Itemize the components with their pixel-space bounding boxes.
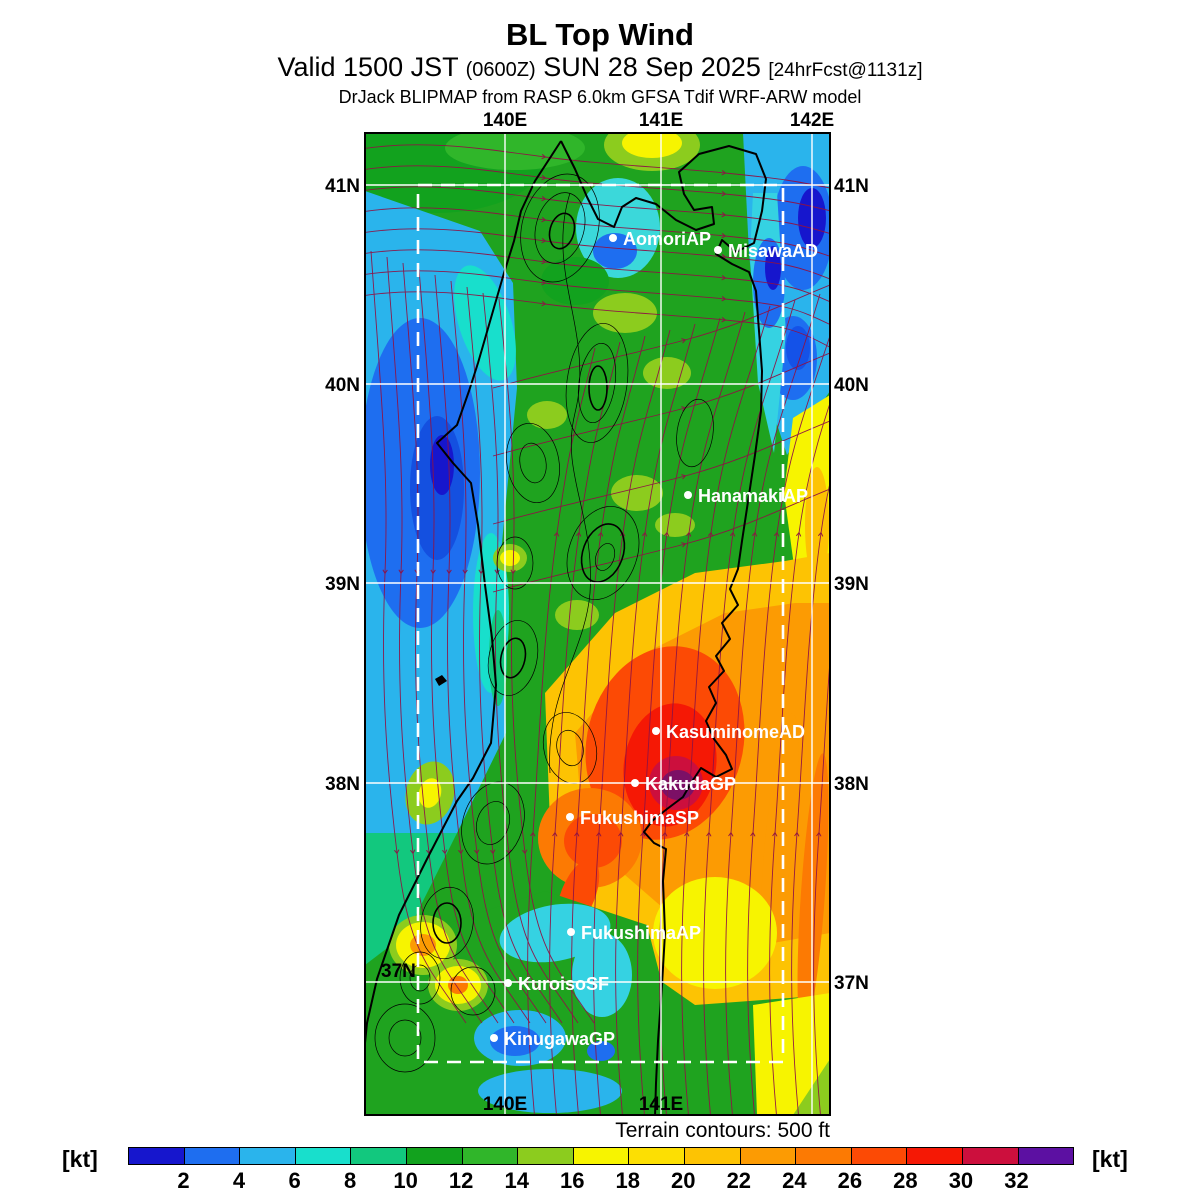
valid-line: Valid 1500 JST (0600Z) SUN 28 Sep 2025 [… xyxy=(0,52,1200,86)
station-dot xyxy=(490,1034,498,1042)
colorbar-segment xyxy=(462,1148,519,1164)
station-label: KakudaGP xyxy=(645,774,736,794)
coastline xyxy=(365,140,767,1115)
map-container: 140E 141E 142E 140E 141E 41N 40N 39N 38N… xyxy=(320,108,880,1142)
colorbar-unit-right: [kt] xyxy=(1092,1146,1128,1172)
station-dot xyxy=(631,779,639,787)
station-dot xyxy=(567,928,575,936)
colorbar-segment xyxy=(573,1148,630,1164)
colorbar-segment xyxy=(629,1148,685,1164)
colorbar-segment xyxy=(740,1148,797,1164)
station-label: KinugawaGP xyxy=(504,1029,615,1049)
colorbar xyxy=(128,1147,1074,1165)
colorbar-tick: 12 xyxy=(448,1168,474,1193)
station-label: HanamakiAP xyxy=(698,486,808,506)
valid-zulu: (0600Z) xyxy=(465,59,536,81)
station-label: MisawaAD xyxy=(728,241,818,261)
station-markers: AomoriAP MisawaAD HanamakiAP KasuminomeAD Ka… xyxy=(490,229,818,1049)
colorbar-tick: 16 xyxy=(559,1168,585,1193)
colorbar-unit-left: [kt] xyxy=(62,1146,98,1172)
lat-label: 37N xyxy=(834,973,869,994)
colorbar-segment xyxy=(907,1148,963,1164)
colorbar-tick: 22 xyxy=(726,1168,752,1193)
header: BL Top Wind Valid 1500 JST (0600Z) SUN 2… xyxy=(0,18,1200,108)
graticule xyxy=(365,133,830,1115)
station-label: AomoriAP xyxy=(623,229,711,249)
colorbar-segment xyxy=(406,1148,463,1164)
model-line: DrJack BLIPMAP from RASP 6.0km GFSA Tdif… xyxy=(338,87,862,107)
colorbar-segment xyxy=(684,1148,741,1164)
colorbar-tick: 32 xyxy=(1004,1168,1029,1193)
lat-label: 40N xyxy=(325,375,360,396)
colorbar-tick: 2 xyxy=(177,1168,190,1193)
streamlines xyxy=(365,144,830,1115)
lon-labels-bottom: 140E 141E xyxy=(483,1094,683,1115)
station-label: KasuminomeAD xyxy=(666,722,805,742)
colorbar-tick: 20 xyxy=(671,1168,696,1193)
terrain-note: Terrain contours: 500 ft xyxy=(615,1119,830,1140)
lat-label: 41N xyxy=(325,176,360,197)
terrain-contours xyxy=(374,173,714,1073)
lon-labels-top: 140E 141E 142E xyxy=(483,110,834,131)
wind-map: 140E 141E 142E 140E 141E 41N 40N 39N 38N… xyxy=(325,110,869,1142)
lon-label: 141E xyxy=(639,110,683,131)
colorbar-tick: 6 xyxy=(288,1168,301,1193)
valid-date: SUN 28 Sep 2025 xyxy=(543,52,761,82)
lon-label: 142E xyxy=(790,110,834,131)
colorbar-segment xyxy=(1018,1148,1074,1164)
colorbar-tick: 24 xyxy=(782,1168,807,1193)
colorbar-tick: 8 xyxy=(343,1168,357,1193)
colorbar-segment xyxy=(851,1148,908,1164)
colorbar-tick: 30 xyxy=(948,1168,974,1193)
station-label: FukushimaSP xyxy=(580,808,699,828)
lat-label: 41N xyxy=(834,176,869,197)
colorbar-segment xyxy=(184,1148,241,1164)
colorbar-segment xyxy=(129,1148,185,1164)
valid-forecast: [24hrFcst@1131z] xyxy=(768,60,923,81)
lat-label: 38N xyxy=(325,774,360,795)
colorbar-tick: 14 xyxy=(504,1168,529,1193)
colorbar-segment xyxy=(796,1148,852,1164)
lat-label: 39N xyxy=(834,574,869,595)
colorbar-segment xyxy=(518,1148,574,1164)
lat-label: 40N xyxy=(834,375,869,396)
colorbar-segment xyxy=(351,1148,407,1164)
lat-labels-left: 41N 40N 39N 38N 37N xyxy=(325,176,416,982)
colorbar-tick: 4 xyxy=(232,1168,246,1193)
lon-label: 140E xyxy=(483,1094,527,1115)
station-dot xyxy=(684,491,692,499)
station-label: KuroisoSF xyxy=(518,974,609,994)
station-label: FukushimaAP xyxy=(581,923,701,943)
lat-label: 39N xyxy=(325,574,360,595)
valid-prefix: Valid 1500 JST xyxy=(277,52,459,82)
page-title: BL Top Wind xyxy=(506,17,694,52)
colorbar-segment xyxy=(295,1148,352,1164)
map-frame xyxy=(364,132,831,1116)
lat-labels-right: 41N 40N 39N 38N 37N xyxy=(834,176,869,994)
colorbar-segment xyxy=(240,1148,296,1164)
colorbar-tick: 10 xyxy=(393,1168,418,1193)
lat-label: 37N xyxy=(381,961,416,982)
colorbar-tick: 28 xyxy=(893,1168,918,1193)
station-dot xyxy=(504,979,512,987)
lon-label: 140E xyxy=(483,110,527,131)
station-dot xyxy=(652,727,660,735)
station-dot xyxy=(714,246,722,254)
lon-label: 141E xyxy=(639,1094,683,1115)
colorbar-segment xyxy=(962,1148,1019,1164)
station-dot xyxy=(609,234,617,242)
colorbar-tick: 18 xyxy=(615,1168,640,1193)
colorbar-tick: 26 xyxy=(837,1168,863,1193)
lat-label: 38N xyxy=(834,774,869,795)
colorbar-ticks: 2 4 6 8 10 12 14 16 18 20 22 24 26 28 30 32 xyxy=(128,1168,1074,1194)
station-dot xyxy=(566,813,574,821)
